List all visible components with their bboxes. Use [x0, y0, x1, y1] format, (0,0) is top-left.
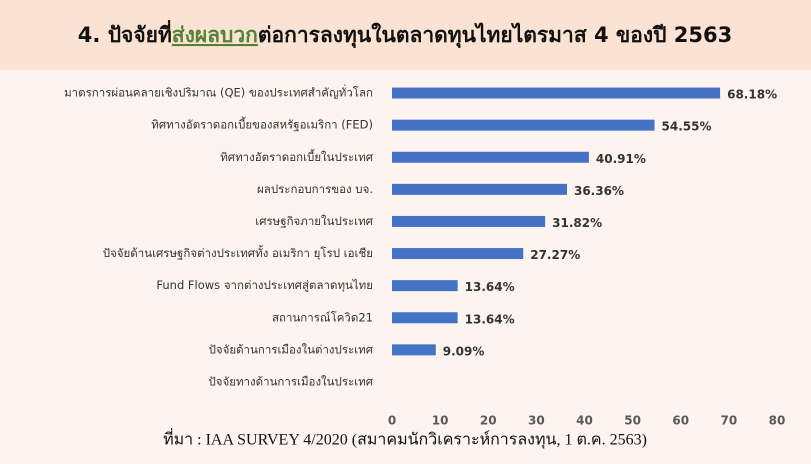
y-tick-label: ทิศทางอัตราดอกเบี้ยในประเทศ [220, 149, 373, 164]
value-label: 40.91% [596, 152, 646, 166]
x-tick-label: 80 [769, 414, 786, 428]
bar [392, 87, 721, 99]
y-tick-label: สถานการณ์โควิด21 [272, 310, 373, 324]
y-tick-label: ปัจจัยทางด้านการเมืองในประเทศ [208, 374, 373, 388]
y-tick-label: ทิศทางอัตราดอกเบี้ยของสหรัฐอเมริกา (FED) [151, 117, 373, 132]
y-tick-label: เศรษฐกิจภายในประเทศ [255, 214, 373, 228]
bar [392, 248, 524, 260]
x-tick-label: 60 [672, 414, 689, 428]
value-label: 54.55% [662, 120, 712, 134]
value-label: 13.64% [465, 280, 515, 294]
bar [392, 119, 655, 131]
x-tick-label: 10 [432, 414, 449, 428]
value-label: 27.27% [530, 248, 580, 262]
x-tick-label: 20 [480, 414, 497, 428]
bar [392, 151, 589, 163]
title-part: 4. ปัจจัยที่ [78, 19, 172, 47]
value-label: 68.18% [727, 88, 777, 102]
bar [392, 183, 567, 195]
y-tick-label: มาตรการผ่อนคลายเชิงปริมาณ (QE) ของประเทศ… [64, 85, 373, 100]
value-label: 13.64% [465, 312, 515, 326]
bar [392, 312, 458, 324]
value-label: 9.09% [443, 344, 485, 358]
y-tick-label: Fund Flows จากต่างประเทศสู่ตลาดทุนไทย [156, 278, 373, 292]
bar [392, 344, 436, 356]
y-tick-label: ผลประกอบการของ บจ. [257, 182, 373, 196]
value-label: 31.82% [552, 216, 602, 230]
x-tick-label: 70 [721, 414, 738, 428]
title-highlight: ส่งผลบวก [172, 23, 258, 47]
x-tick-label: 50 [624, 414, 641, 428]
y-tick-label: ปัจจัยด้านเศรษฐกิจต่างประเทศทั้ง อเมริกา… [103, 245, 373, 260]
chart-title: 4. ปัจจัยที่ส่งผลบวกต่อการลงทุนในตลาดทุน… [78, 19, 732, 49]
x-tick-label: 30 [528, 414, 545, 428]
bar [392, 215, 546, 227]
source-note: ที่มา : IAA SURVEY 4/2020 (สมาคมนักวิเคร… [163, 428, 647, 450]
x-tick-label: 0 [388, 414, 396, 428]
x-tick-label: 40 [576, 414, 593, 428]
bar [392, 280, 458, 292]
header-band [0, 0, 811, 70]
value-label: 36.36% [574, 184, 624, 198]
y-tick-label: ปัจจัยด้านการเมืองในต่างประเทศ [209, 342, 374, 356]
title-part: ต่อการลงทุนในตลาดทุนไทยไตรมาส 4 ของปี 25… [258, 22, 732, 49]
